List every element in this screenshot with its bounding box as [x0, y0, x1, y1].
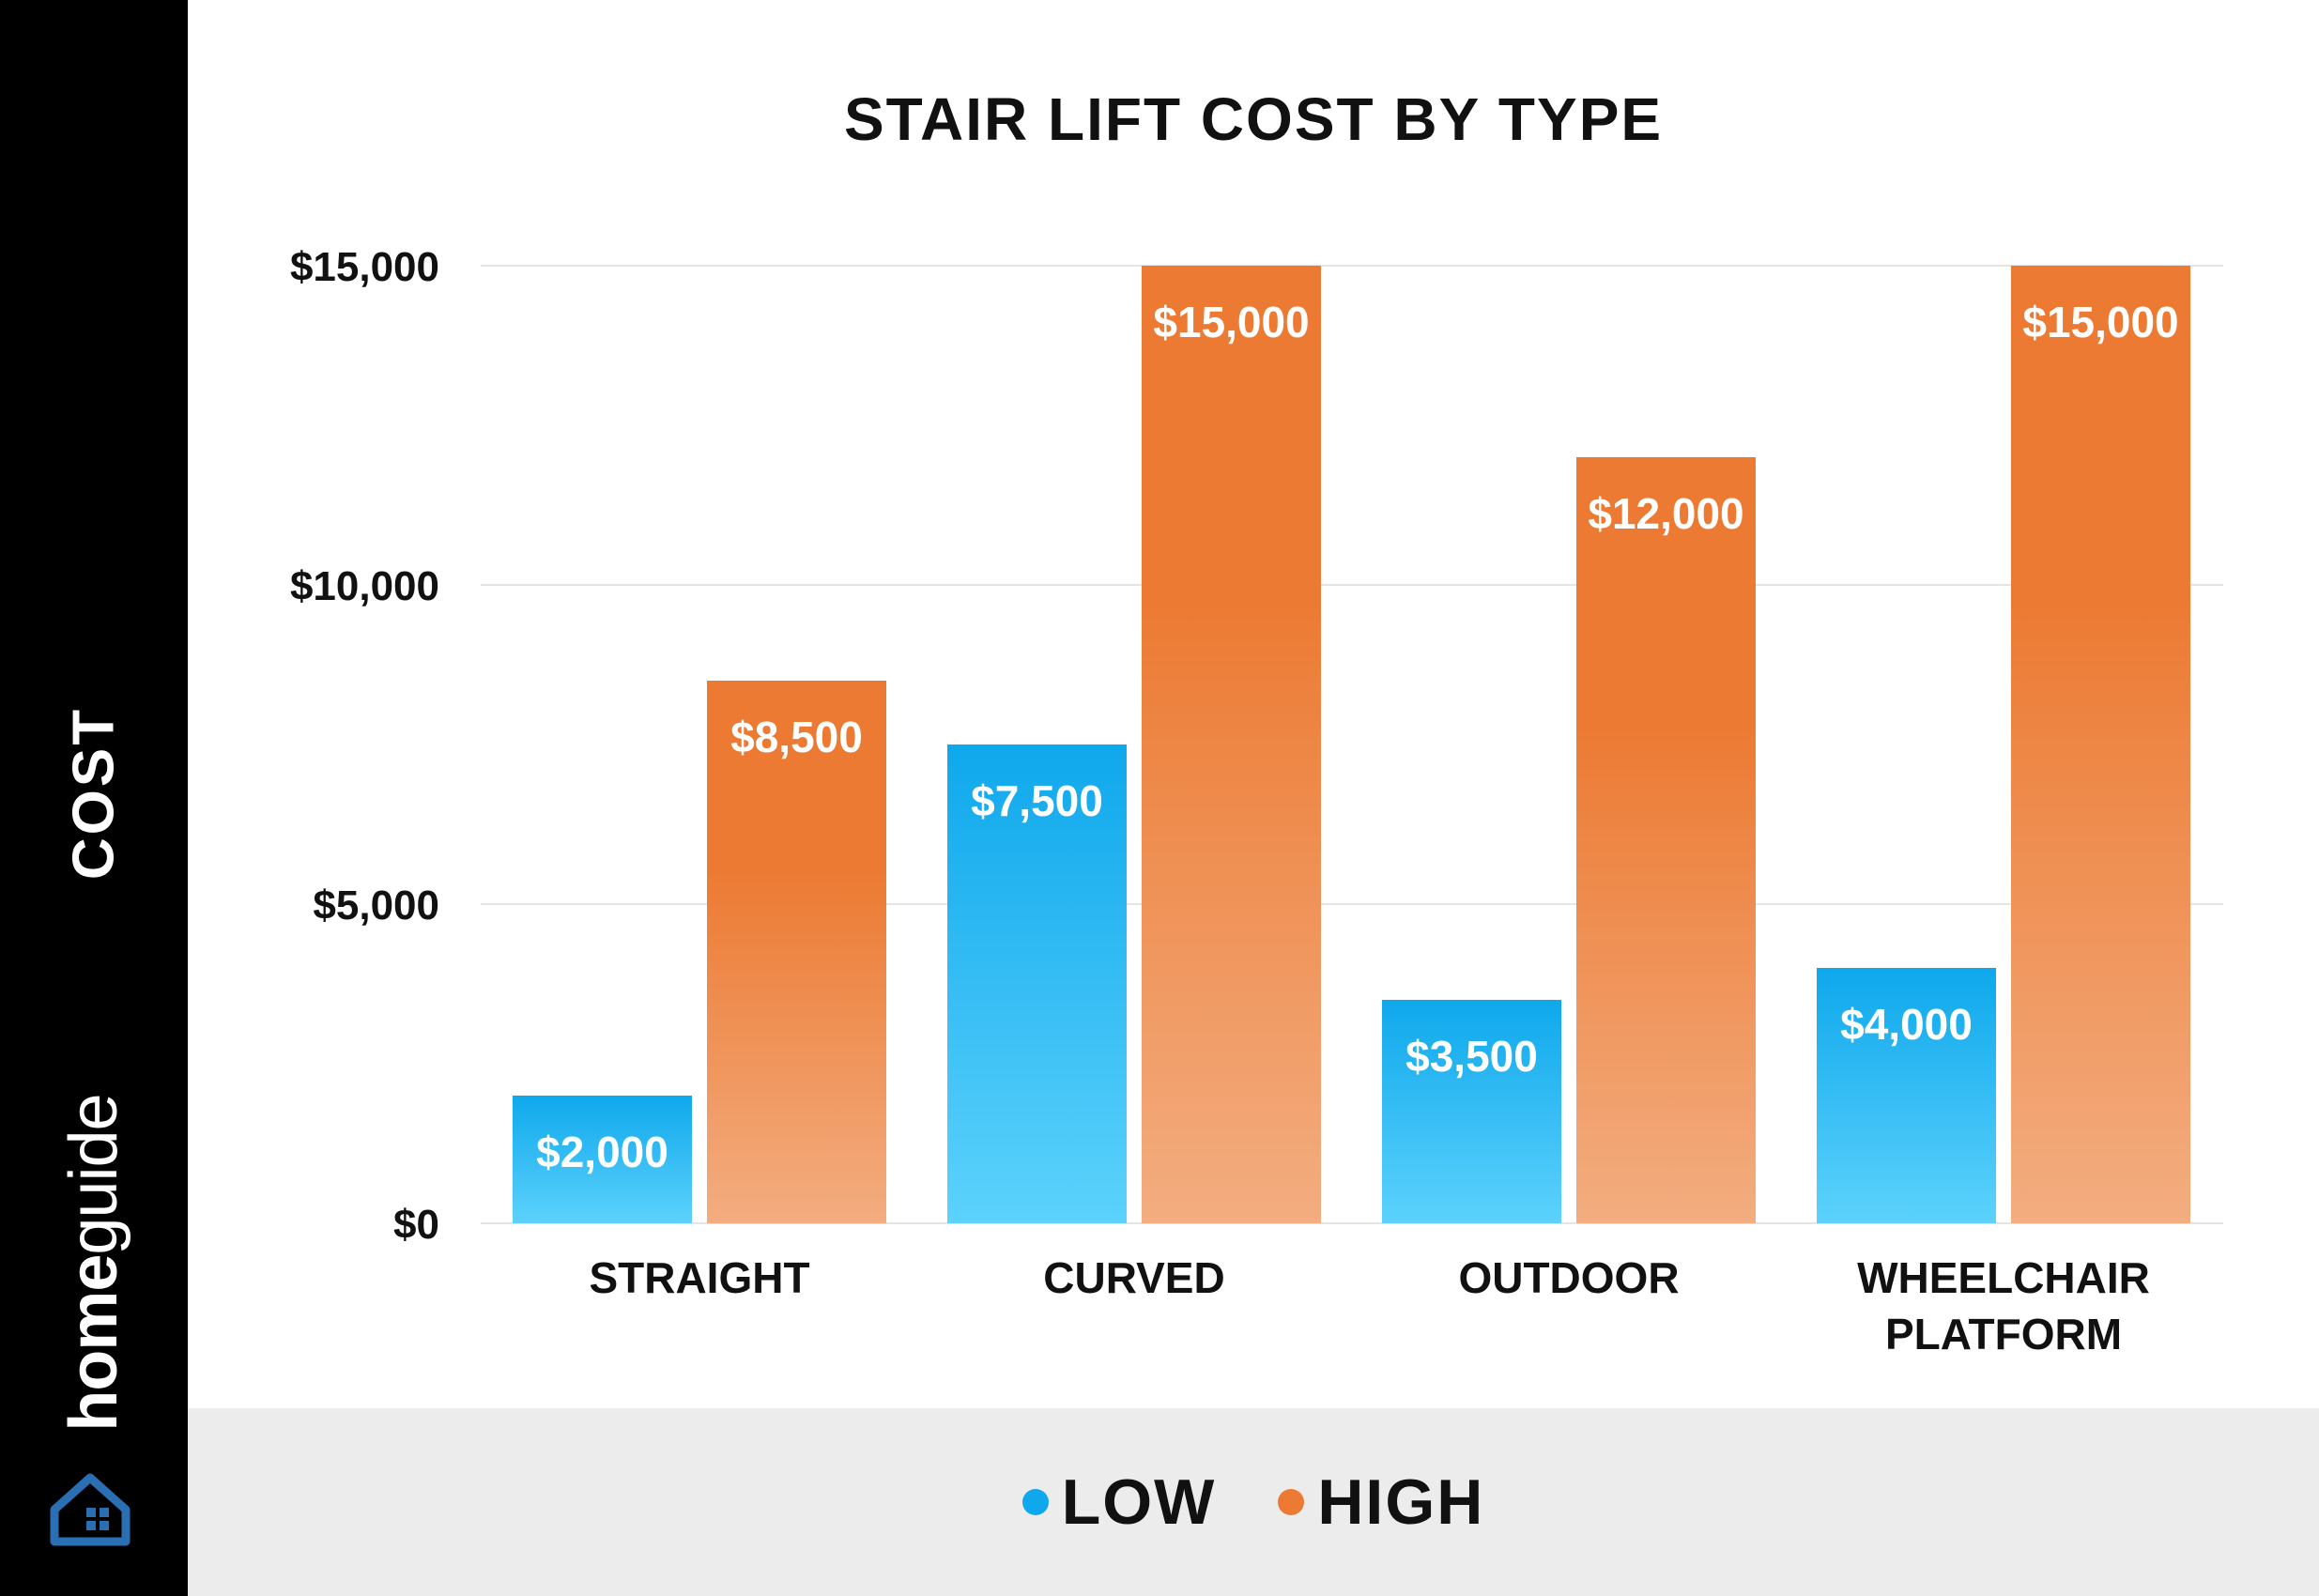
bars: $2,000 $8,500 $7,500 $15,000 $3,500 $12,000 $4… — [513, 266, 2190, 1223]
bar-chart: $0 $5,000 $10,000 $15,000 $2,000 $8,500 $7,50… — [290, 244, 2223, 1358]
sidebar: COST homeguide — [0, 0, 188, 1596]
legend-band: LOW HIGH — [188, 1408, 2319, 1596]
legend: LOW HIGH — [188, 1408, 2319, 1596]
y-tick-label: $0 — [393, 1202, 439, 1248]
y-tick-label: $5,000 — [313, 882, 439, 928]
bar-high — [707, 681, 886, 1223]
data-label-high: $15,000 — [1153, 298, 1309, 346]
bar-low — [513, 1096, 692, 1223]
y-axis-ticks: $0 $5,000 $10,000 $15,000 — [290, 244, 439, 1248]
bar-low — [1382, 1000, 1561, 1223]
x-tick-label: CURVED — [1043, 1253, 1224, 1302]
data-label-high: $8,500 — [730, 713, 863, 761]
x-tick-label: OUTDOOR — [1458, 1253, 1679, 1302]
legend-label-low: LOW — [1061, 1466, 1217, 1538]
x-tick-label: PLATFORM — [1885, 1310, 2122, 1358]
data-label-high: $15,000 — [2022, 298, 2178, 346]
legend-swatch-low — [1021, 1489, 1049, 1515]
legend-item-high: HIGH — [1278, 1466, 1484, 1539]
x-tick-label: WHEELCHAIR — [1857, 1253, 2150, 1302]
x-axis-labels: STRAIGHT CURVED OUTDOOR WHEELCHAIR PLATFORM — [589, 1253, 2149, 1358]
bar-high — [2011, 266, 2190, 1223]
bar-low — [1817, 968, 1996, 1223]
bar-low — [947, 744, 1127, 1223]
bar-high — [1576, 457, 1756, 1223]
x-tick-label: STRAIGHT — [589, 1253, 809, 1302]
legend-label-high: HIGH — [1317, 1466, 1485, 1538]
legend-swatch-high — [1278, 1489, 1305, 1515]
legend-item-low: LOW — [1021, 1466, 1217, 1539]
data-label-high: $12,000 — [1588, 489, 1743, 538]
data-label-low: $7,500 — [971, 776, 1103, 825]
data-label-low: $2,000 — [536, 1128, 668, 1176]
y-tick-label: $10,000 — [290, 563, 439, 609]
data-label-low: $3,500 — [1405, 1032, 1538, 1081]
house-icon — [50, 1473, 131, 1546]
y-tick-label: $15,000 — [290, 244, 439, 290]
chart-title: STAIR LIFT COST BY TYPE — [843, 85, 1664, 153]
bar-high — [1142, 266, 1321, 1223]
data-label-low: $4,000 — [1840, 1000, 1973, 1049]
